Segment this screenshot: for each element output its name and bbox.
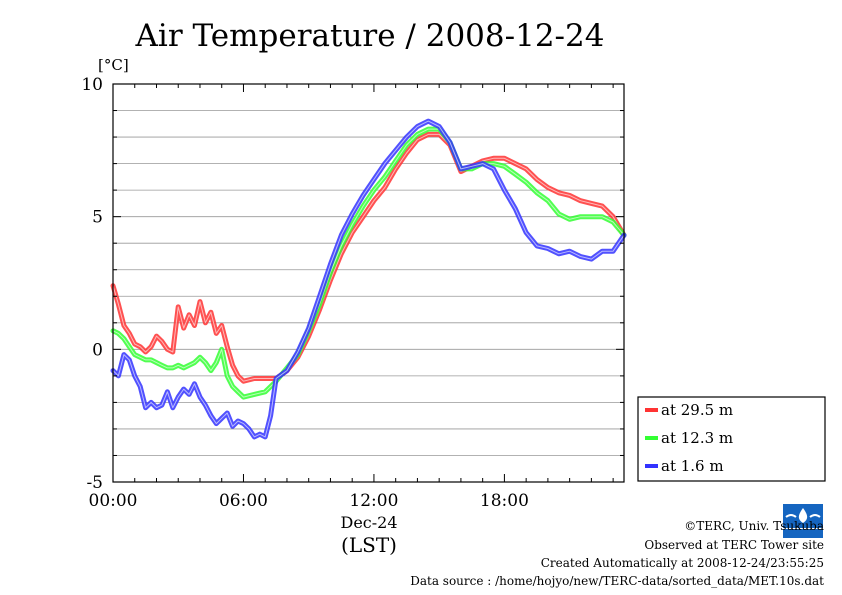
series-lines [110,118,627,440]
source-text: Data source : /home/hojyo/new/TERC-data/… [410,574,824,588]
legend-label: at 12.3 m [661,429,733,447]
series-line-1 [110,126,627,400]
x-date-label: Dec-24 [340,513,397,532]
plot-frame [112,83,625,483]
series-line-0 [110,131,627,384]
series-line-highlight-2 [112,120,625,438]
grid-lines [113,110,624,456]
legend-box [637,396,826,482]
series-line-highlight-0 [112,133,625,382]
y-tick-label: 0 [92,340,103,360]
series-line-highlight-1 [112,128,625,398]
y-axis-label: [°C] [98,56,129,74]
axis-ticks: -5 0 5 10 00:00 06:00 12:00 18:00 [81,75,624,511]
terc-logo [782,503,824,539]
x-tick-label: 00:00 [89,491,138,511]
x-tick-label: 18:00 [480,491,529,511]
x-unit-label: (LST) [341,533,397,557]
y-tick-label: 10 [81,75,103,95]
legend: at 29.5 m at 12.3 m at 1.6 m [637,396,826,482]
terc-logo-icon [783,504,823,538]
chart-title: Air Temperature / 2008-12-24 [135,18,605,54]
legend-label: at 29.5 m [661,401,733,419]
logo-drop [798,508,808,523]
logo-waves [785,514,821,518]
observed-text: Observed at TERC Tower site [644,538,824,552]
x-tick-label: 06:00 [219,491,268,511]
created-text: Created Automatically at 2008-12-24/23:5… [540,556,824,570]
legend-label: at 1.6 m [661,457,724,475]
y-tick-label: -5 [86,473,103,493]
series-line-2 [110,118,627,440]
copyright-text: ©TERC, Univ. Tsukuba [684,519,824,533]
x-tick-label: 12:00 [349,491,398,511]
y-tick-label: 5 [92,208,103,228]
logo-text-band [783,529,823,538]
